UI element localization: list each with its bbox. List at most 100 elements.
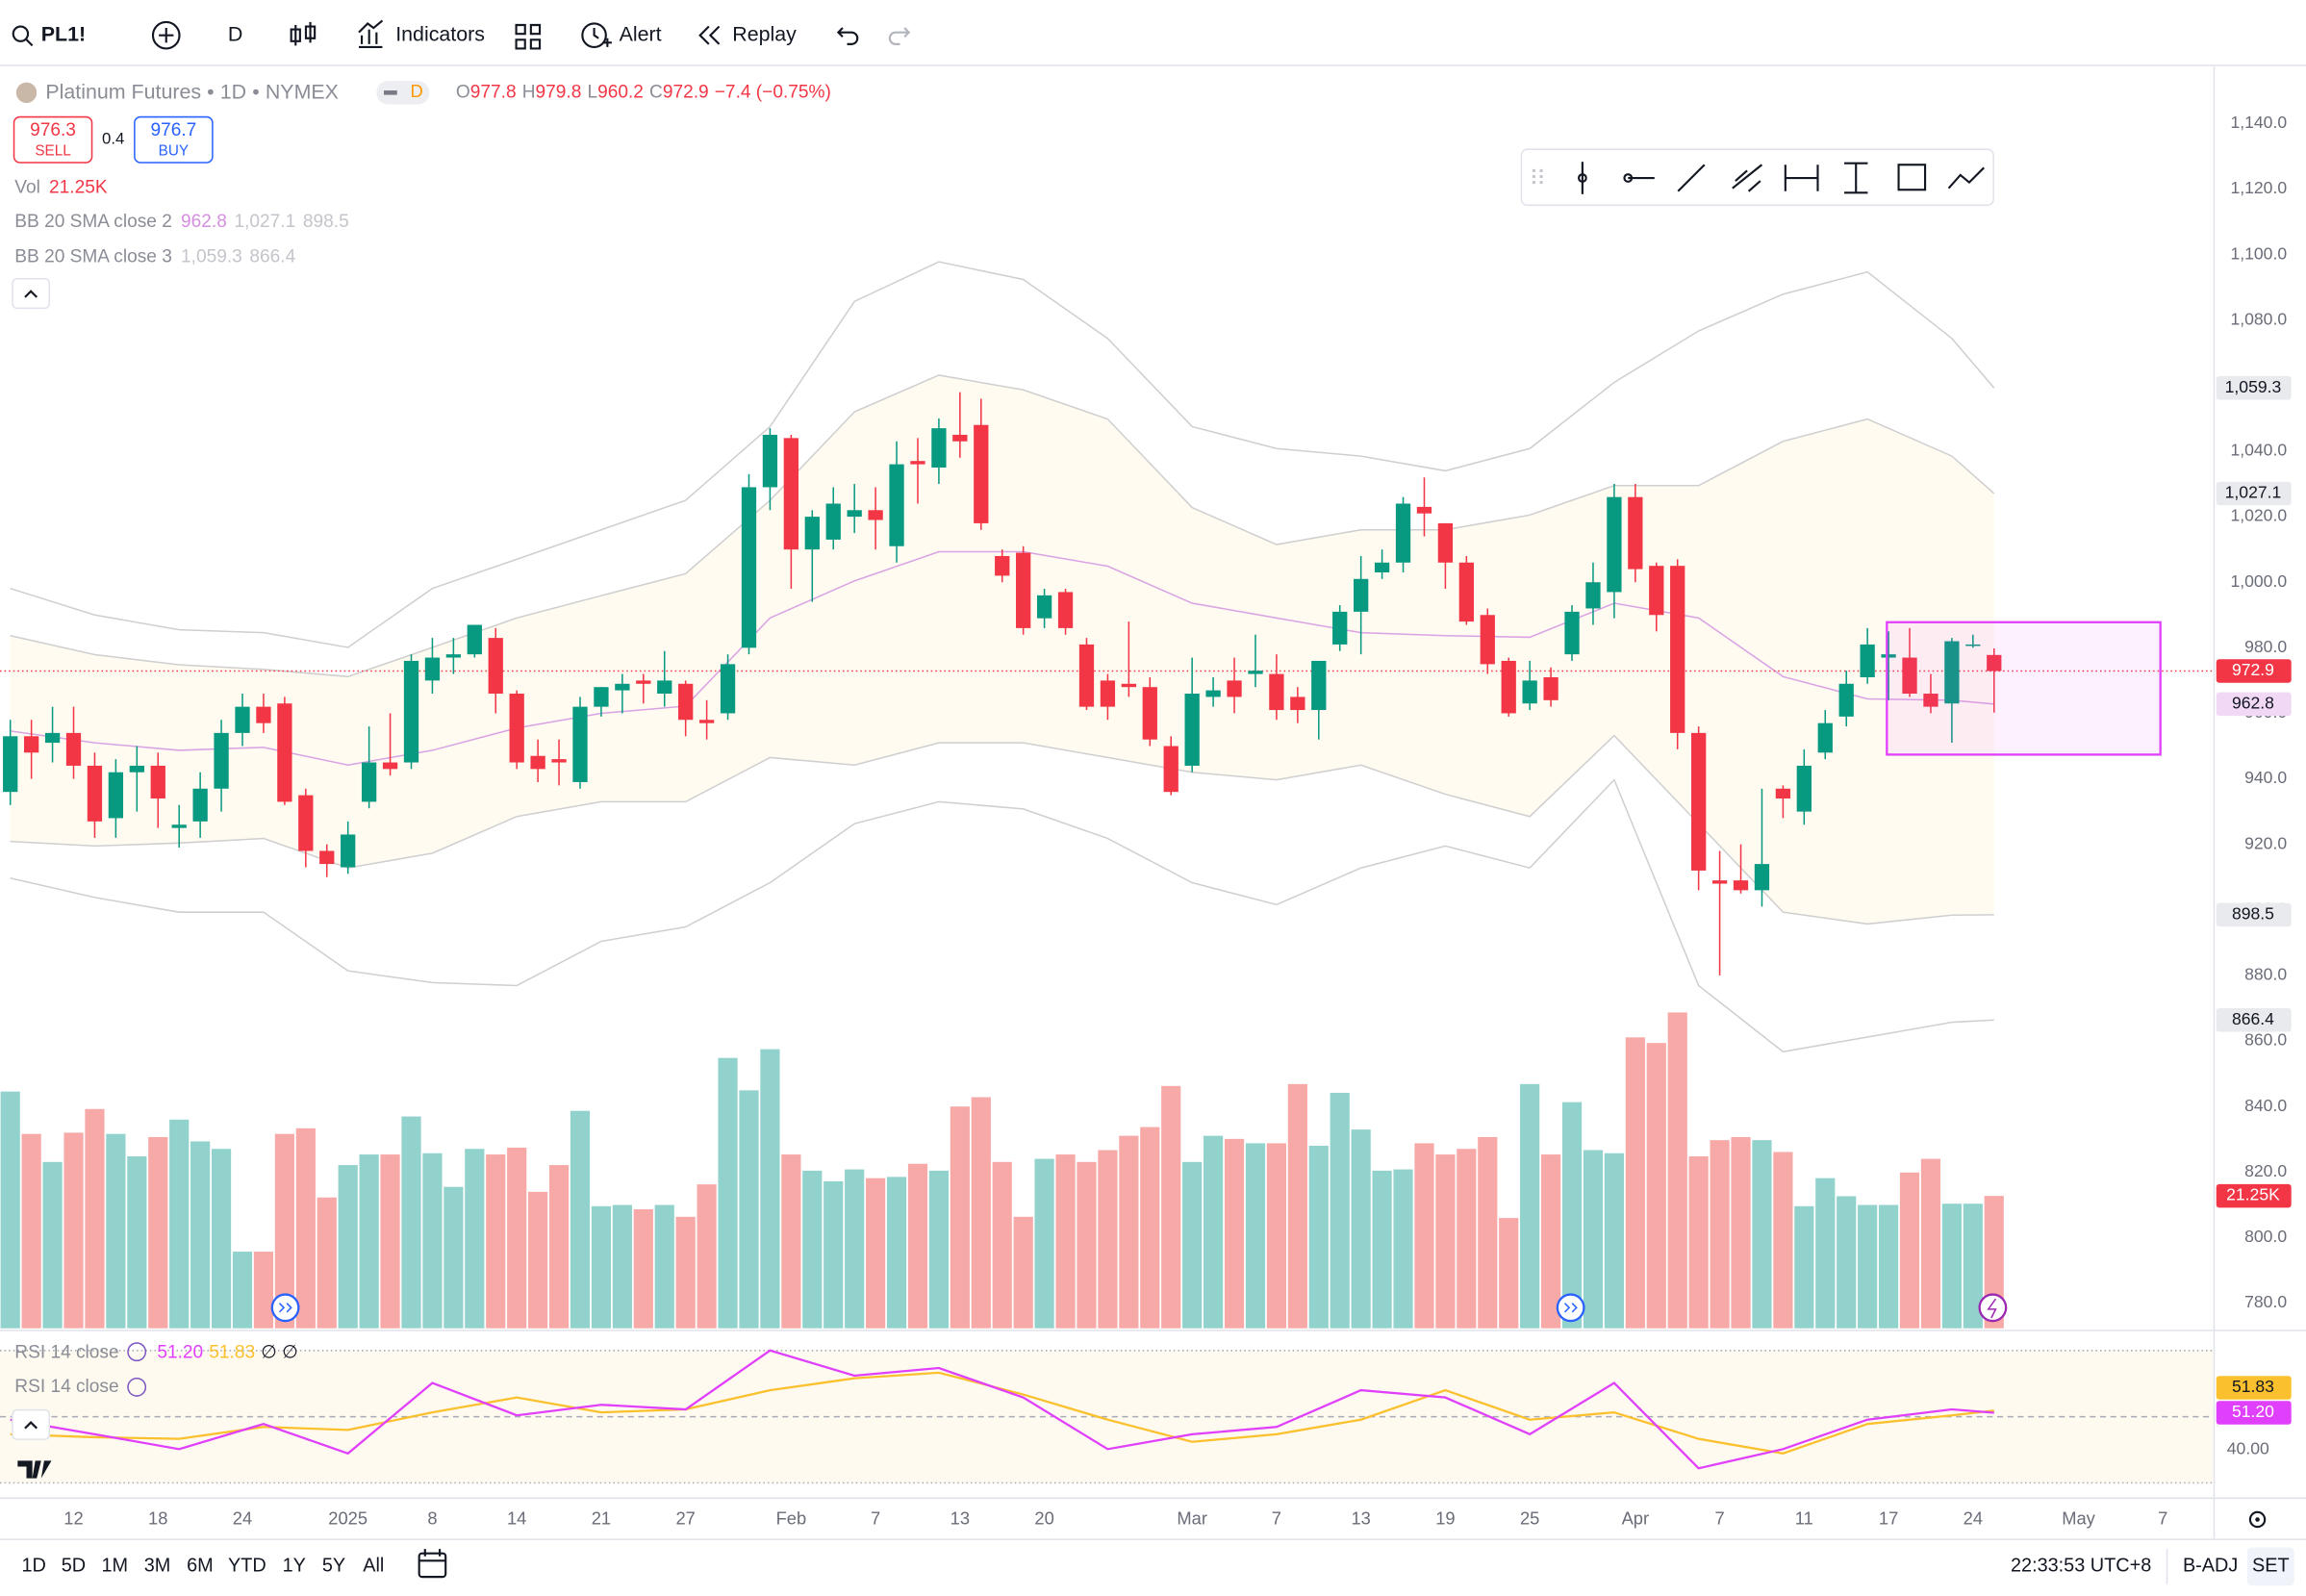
range-button[interactable]: YTD <box>228 1556 266 1577</box>
volume-bar <box>1837 1196 1857 1329</box>
range-button[interactable]: 1M <box>101 1556 128 1577</box>
interval[interactable]: D <box>228 22 242 45</box>
event-marker[interactable] <box>270 1293 300 1323</box>
indicators-button[interactable]: Indicators <box>395 22 485 45</box>
candle-body <box>1649 566 1664 616</box>
legend-title: Platinum Futures • 1D • NYMEX <box>45 80 339 103</box>
range-button[interactable]: 3M <box>144 1556 171 1577</box>
candle-body <box>1311 660 1327 711</box>
rsi-tick-label: 40.00 <box>2227 1439 2269 1458</box>
volume-bar <box>802 1170 823 1329</box>
date-range-tool[interactable] <box>1784 165 1819 191</box>
candle-body <box>1354 578 1369 612</box>
x-tick-label: 7 <box>1272 1507 1281 1528</box>
indicators-icon[interactable] <box>358 19 384 48</box>
x-tick-label: 2025 <box>328 1507 367 1528</box>
clock[interactable]: 22:33:53 UTC+8 <box>2011 1556 2151 1577</box>
session-button[interactable]: SET <box>2252 1556 2290 1577</box>
volume-bar <box>1731 1136 1751 1329</box>
chart-type-icon[interactable] <box>290 21 317 46</box>
x-tick-label: 7 <box>871 1507 880 1528</box>
volume-bar <box>845 1169 865 1329</box>
candle-body <box>1796 765 1812 812</box>
candle-body <box>467 624 482 655</box>
collapse-legend[interactable] <box>12 277 50 310</box>
search-icon[interactable] <box>12 25 30 42</box>
adjustment-button[interactable]: B-ADJ <box>2183 1556 2238 1577</box>
alert-icon[interactable] <box>581 22 607 48</box>
sell-button[interactable] <box>13 115 93 164</box>
y-tick-label: 880.0 <box>2244 965 2287 984</box>
session-button-bg[interactable] <box>2246 1547 2294 1586</box>
range-button[interactable]: 6M <box>187 1556 214 1577</box>
settings-icon[interactable] <box>2248 1510 2267 1529</box>
indicator-value: 1,059.3 <box>181 247 242 267</box>
collapse-legend[interactable] <box>12 1408 50 1440</box>
drawn-rectangle[interactable] <box>1886 621 2162 756</box>
volume-bar <box>1478 1136 1498 1329</box>
volume-bar <box>1140 1127 1160 1329</box>
candle-body <box>403 660 419 763</box>
candle-body <box>1227 680 1242 697</box>
candle-body <box>1057 592 1074 628</box>
volume-bar <box>1161 1085 1181 1329</box>
refresh-icon[interactable] <box>127 1377 147 1397</box>
volume-bar <box>1878 1204 1899 1329</box>
add-symbol-icon[interactable] <box>151 20 181 50</box>
x-tick-label: 14 <box>507 1507 526 1528</box>
x-tick-label: 17 <box>1879 1507 1898 1528</box>
x-tick-label: 19 <box>1435 1507 1455 1528</box>
refresh-icon[interactable] <box>127 1342 147 1362</box>
x-tick-label: Feb <box>776 1507 807 1528</box>
range-button[interactable]: All <box>363 1556 384 1577</box>
redo-icon[interactable] <box>888 27 911 45</box>
volume-bar <box>1899 1172 1920 1329</box>
replay-icon[interactable] <box>698 25 721 45</box>
price-range-tool[interactable] <box>1843 162 1868 194</box>
range-button[interactable]: 5Y <box>322 1556 345 1577</box>
volume-bar <box>1561 1102 1583 1329</box>
symbol[interactable]: PL1! <box>41 22 86 45</box>
undo-icon[interactable] <box>836 27 859 45</box>
axis-tag: 898.5 <box>2232 904 2274 924</box>
parallel-channel-tool[interactable] <box>1732 164 1763 192</box>
range-button[interactable]: 1D <box>21 1556 45 1577</box>
drag-handle[interactable] <box>1532 168 1543 186</box>
axis-tag: 972.9 <box>2232 660 2274 679</box>
trend-line-tool[interactable] <box>1677 164 1706 192</box>
candle-body <box>1522 680 1537 704</box>
drawing-toolbar <box>1520 148 1994 207</box>
range-button[interactable]: 5D <box>62 1556 86 1577</box>
y-tick-label: 1,120.0 <box>2230 178 2287 197</box>
tradingview-logo[interactable] <box>17 1460 52 1479</box>
buy-button[interactable] <box>134 115 214 164</box>
ohlc-key: L <box>587 82 597 102</box>
lightning-icon <box>1987 1298 1997 1319</box>
candle-body <box>1902 657 1917 695</box>
event-marker-icon <box>1563 1303 1578 1313</box>
volume-bar <box>971 1097 991 1329</box>
axis-tag-bg <box>2216 1007 2292 1032</box>
layouts-icon[interactable] <box>515 23 542 50</box>
candle-body <box>298 795 314 851</box>
volume-bar <box>1204 1135 1224 1329</box>
alert-button[interactable]: Alert <box>620 22 662 45</box>
replay-button[interactable]: Replay <box>732 22 797 45</box>
event-marker[interactable] <box>1978 1293 2008 1323</box>
candle-body <box>44 732 61 744</box>
date-range-icon-detail <box>418 1549 446 1562</box>
volume-bar <box>1182 1161 1203 1329</box>
candle-body <box>171 824 187 828</box>
range-button[interactable]: 1Y <box>283 1556 306 1577</box>
status-badge[interactable] <box>376 81 430 105</box>
candle-body <box>214 732 229 789</box>
tool-node <box>1577 173 1587 183</box>
candle-body <box>1332 611 1348 645</box>
axis-tag-bg <box>2216 692 2292 717</box>
volume-bar <box>359 1154 379 1329</box>
event-marker[interactable] <box>1556 1293 1585 1323</box>
volume-bar <box>570 1110 591 1329</box>
rectangle-tool[interactable] <box>1897 164 1927 191</box>
path-tool[interactable] <box>1947 166 1985 190</box>
date-range-icon[interactable] <box>418 1552 447 1579</box>
